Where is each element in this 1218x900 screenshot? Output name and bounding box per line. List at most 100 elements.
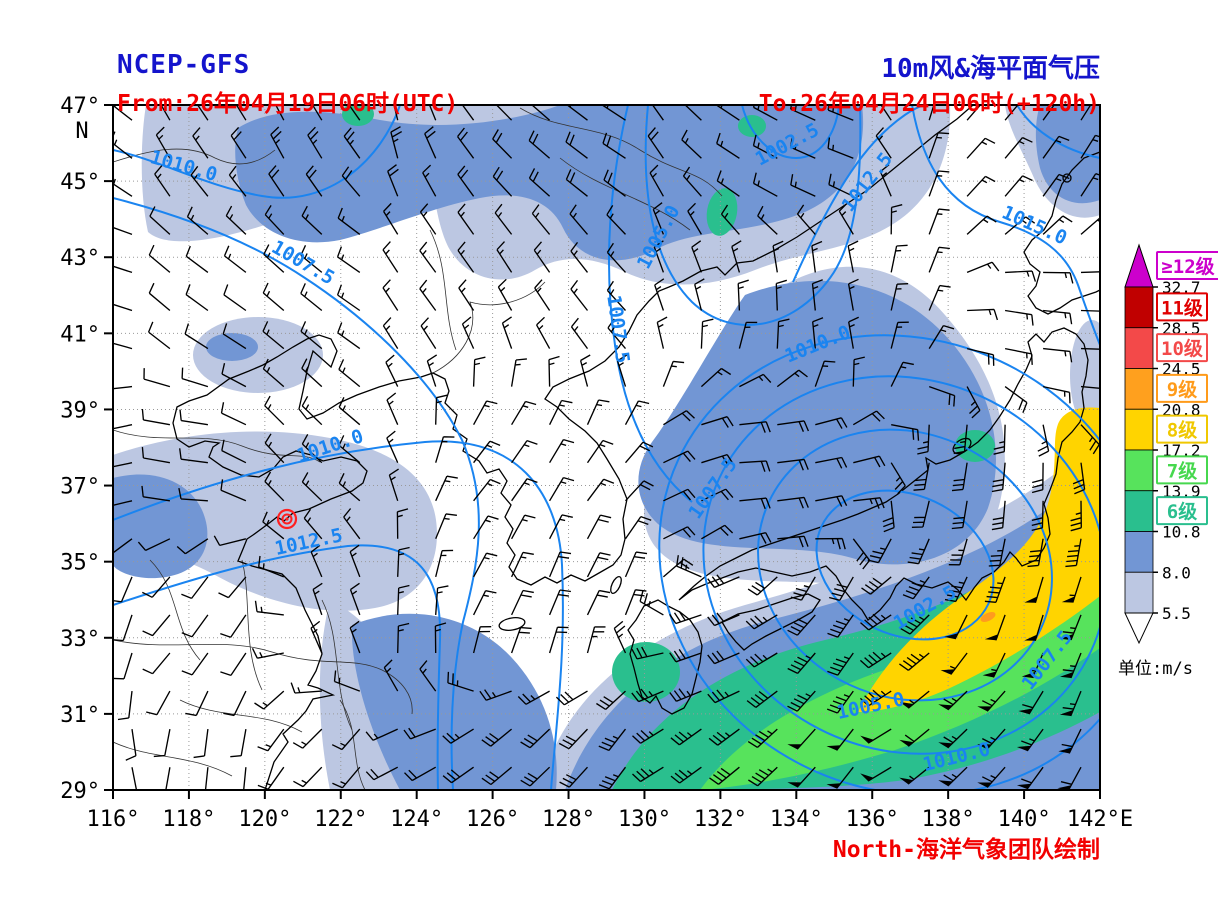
wind-barb	[1037, 424, 1050, 457]
legend-badge-box	[1156, 455, 1208, 485]
wind-barb	[1080, 271, 1100, 274]
wind-barb	[632, 766, 664, 783]
wind-barb	[1072, 462, 1086, 495]
wind-barb	[1004, 136, 1033, 159]
wind-barb	[720, 204, 740, 235]
wind-barb	[745, 652, 778, 668]
wind-barb	[890, 361, 914, 387]
isobar-line	[911, 105, 1100, 346]
wind-barb	[305, 165, 323, 197]
wind-barb	[179, 409, 209, 426]
wind-barb	[548, 355, 560, 387]
wind-barb	[606, 242, 627, 273]
wind-barb	[442, 766, 474, 784]
wind-barb	[988, 538, 1006, 567]
wind-barb	[264, 433, 285, 464]
wind-barb	[457, 203, 475, 235]
wind-barb	[181, 576, 209, 600]
inland-border-line	[321, 599, 353, 731]
wind-barb	[220, 479, 247, 502]
wind-barb	[694, 278, 705, 311]
wind-barb	[160, 105, 171, 121]
inland-border-line	[519, 107, 723, 197]
wind-barb	[681, 129, 702, 159]
legend-color-segment	[1124, 286, 1154, 329]
wind-barb	[907, 538, 930, 565]
y-axis-label: 29°	[60, 779, 100, 804]
wind-barb	[991, 652, 1006, 678]
inland-border-line	[149, 559, 201, 661]
wind-barb-pennant	[1059, 710, 1074, 716]
y-axis-label: 47°	[60, 94, 100, 119]
wind-fill-teal	[612, 642, 680, 702]
wind-barb	[890, 244, 908, 273]
wind-barb	[254, 600, 284, 616]
inland-border-line	[113, 148, 276, 165]
wind-barb-pennant	[944, 633, 958, 640]
isobar-line	[113, 197, 480, 790]
y-axis-label: 41°	[60, 322, 100, 347]
wind-barb	[420, 317, 437, 349]
wind-barb	[616, 354, 628, 387]
wind-barb	[796, 204, 816, 235]
wind-barb	[738, 321, 758, 349]
wind-barb	[223, 690, 247, 717]
wind-barb	[113, 462, 133, 468]
wind-barb	[141, 485, 171, 502]
wind-barb	[676, 555, 702, 578]
wind-barb	[570, 279, 589, 311]
wind-barb	[815, 456, 848, 469]
wind-barb	[624, 515, 652, 540]
wind-barb	[586, 478, 615, 502]
wind-barb	[223, 284, 247, 312]
wind-barb	[890, 321, 909, 349]
wind-barb	[1021, 728, 1044, 752]
coastline	[678, 327, 1089, 621]
wind-barb	[228, 165, 247, 197]
wind-barb	[747, 576, 778, 596]
wind-barb	[220, 614, 247, 638]
wind-barb	[113, 576, 133, 603]
wind-barb	[176, 538, 209, 555]
legend-badge-box	[1156, 496, 1208, 526]
wind-barb	[419, 241, 437, 273]
wind-barb	[852, 410, 885, 426]
wind-barb	[701, 524, 734, 540]
legend-tick-value: 28.5	[1162, 319, 1201, 338]
wind-barb	[481, 766, 513, 786]
wind-barb	[948, 538, 968, 566]
wind-barb	[113, 131, 133, 159]
wind-barb	[510, 551, 534, 578]
wind-barb	[1031, 500, 1044, 532]
wind-barb	[991, 462, 1006, 493]
wind-barb	[264, 471, 285, 502]
wind-barb	[907, 690, 930, 709]
wind-barb	[461, 105, 475, 121]
wind-barb	[338, 359, 361, 388]
wind-barb	[1080, 134, 1100, 159]
wind-barb	[428, 105, 437, 121]
wind-barb	[836, 728, 854, 751]
wind-barb	[533, 241, 551, 273]
wind-barb	[1005, 270, 1037, 282]
wind-barb	[292, 728, 323, 749]
wind-barb	[731, 240, 742, 273]
inland-border-line	[241, 559, 263, 691]
wind-barb	[218, 576, 247, 599]
isobar-line	[113, 105, 401, 199]
wind-barb	[827, 614, 854, 638]
wind-barb	[397, 584, 410, 615]
wind-barb	[853, 455, 886, 468]
wind-barb	[181, 614, 209, 638]
low-marker-outer-ring	[276, 508, 298, 530]
wind-barb	[494, 203, 513, 235]
x-axis-label: 138°	[922, 807, 975, 832]
wind-barb	[602, 132, 626, 159]
wind-barb	[262, 511, 285, 540]
wind-barb	[473, 478, 501, 502]
wind-barb	[796, 728, 816, 750]
wind-barb	[624, 400, 650, 426]
legend-badge-label: ≥12级	[1161, 255, 1214, 278]
wind-barb	[385, 354, 399, 387]
wind-barb	[687, 202, 702, 235]
